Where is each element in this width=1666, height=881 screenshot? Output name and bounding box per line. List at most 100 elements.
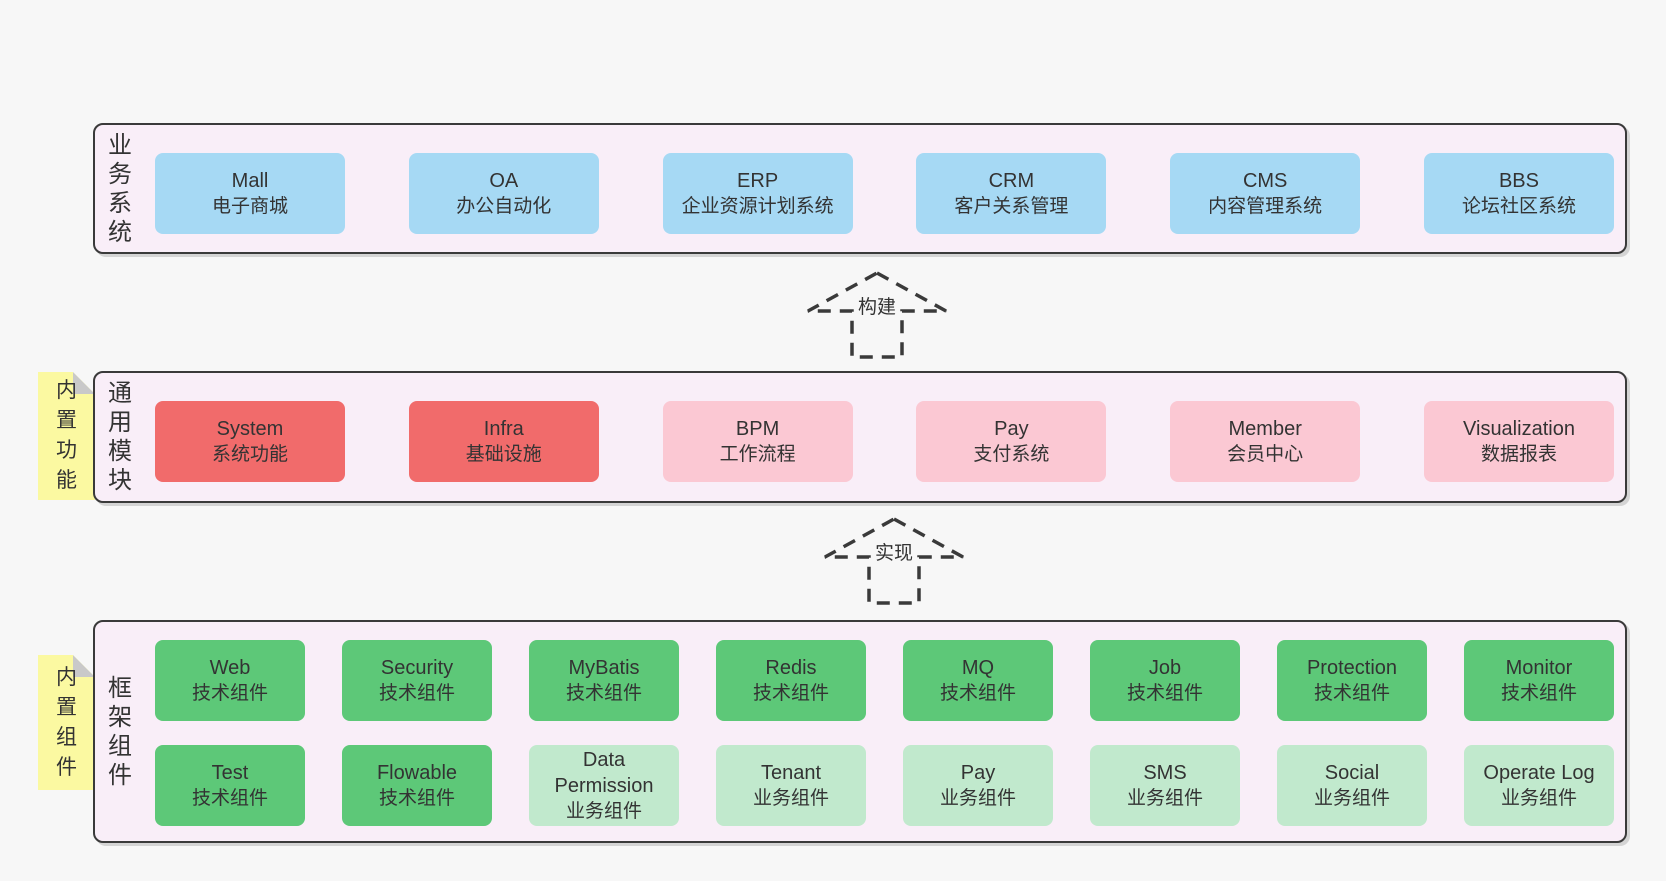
box-bbs: BBS 论坛社区系统 xyxy=(1423,153,1614,234)
box-title: CMS xyxy=(1242,169,1288,192)
box-title: Tenant xyxy=(760,761,822,784)
box-member: Member 会员中心 xyxy=(1170,401,1361,482)
box-title: Operate Log xyxy=(1483,761,1595,784)
vertical-label-char: 业 xyxy=(108,131,132,159)
business-systems-panel: 业务系统 Mall 电子商城 OA 办公自动化 ERP 企业资源计划系统 CRM 客户关系管理… xyxy=(93,123,1627,254)
box-subtitle: 业务组件 xyxy=(752,787,829,809)
box-title: Security xyxy=(380,656,454,679)
business-panel-label: 业务系统 xyxy=(101,125,139,252)
vertical-label-char: 组 xyxy=(108,732,132,760)
box-title: OA xyxy=(489,169,519,192)
box-subtitle: 基础设施 xyxy=(465,443,542,465)
box-subtitle: 技术组件 xyxy=(1126,682,1203,704)
box-title: CRM xyxy=(988,169,1035,192)
box-bpm: BPM 工作流程 xyxy=(662,401,853,482)
vertical-label-char: 组 xyxy=(56,725,77,749)
box-subtitle: 办公自动化 xyxy=(456,195,552,217)
box-cms: CMS 内容管理系统 xyxy=(1170,153,1361,234)
box-title: Data Permission xyxy=(554,748,654,797)
box-subtitle: 业务组件 xyxy=(1126,787,1203,809)
box-subtitle: 业务组件 xyxy=(939,787,1016,809)
box-title: Member xyxy=(1228,417,1302,440)
box-title: Redis xyxy=(765,656,817,679)
vertical-label-char: 统 xyxy=(108,218,132,246)
vertical-label-char: 系 xyxy=(108,189,132,217)
business-boxes-row: Mall 电子商城 OA 办公自动化 ERP 企业资源计划系统 CRM 客户关系管理 CMS 内容… xyxy=(155,153,1614,234)
box-subtitle: 技术组件 xyxy=(378,682,455,704)
box-system: System 系统功能 xyxy=(155,401,345,482)
box-title: Test xyxy=(211,761,249,784)
implement-arrow: 实现 xyxy=(823,517,965,605)
implement-arrow-label: 实现 xyxy=(871,541,917,567)
common-modules-boxes-row: System 系统功能 Infra 基础设施 BPM 工作流程 Pay 支付系统 Member 会… xyxy=(155,401,1614,482)
box-title: Web xyxy=(209,656,251,679)
vertical-label-char: 架 xyxy=(108,703,132,731)
box-title: BBS xyxy=(1498,169,1539,192)
box-subtitle: 客户关系管理 xyxy=(954,195,1069,217)
vertical-label-char: 内 xyxy=(56,665,77,689)
box-mybatis: MyBatis 技术组件 xyxy=(529,640,679,721)
build-arrow-label: 构建 xyxy=(854,295,900,321)
box-visualization: Visualization 数据报表 xyxy=(1423,401,1614,482)
box-subtitle: 业务组件 xyxy=(1313,787,1390,809)
vertical-label-char: 块 xyxy=(108,467,132,494)
box-data-permission: Data Permission 业务组件 xyxy=(529,745,679,826)
vertical-label-char: 功 xyxy=(56,439,77,462)
box-title: Pay xyxy=(994,417,1029,440)
box-protection: Protection 技术组件 xyxy=(1277,640,1427,721)
framework-components-panel: 框架组件 Web 技术组件 Security 技术组件 MyBatis 技术组件 Redis… xyxy=(93,620,1627,843)
vertical-label-char: 件 xyxy=(108,761,132,789)
box-web: Web 技术组件 xyxy=(155,640,305,721)
framework-panel-label: 框架组件 xyxy=(101,622,139,841)
box-redis: Redis 技术组件 xyxy=(716,640,866,721)
box-crm: CRM 客户关系管理 xyxy=(916,153,1107,234)
box-title: Flowable xyxy=(376,761,458,784)
box-title: MQ xyxy=(961,656,995,679)
box-mall: Mall 电子商城 xyxy=(155,153,345,234)
build-arrow: 构建 xyxy=(806,271,948,359)
box-operate-log: Operate Log 业务组件 xyxy=(1464,745,1614,826)
box-subtitle: 企业资源计划系统 xyxy=(681,195,834,217)
box-monitor: Monitor 技术组件 xyxy=(1464,640,1614,721)
box-subtitle: 电子商城 xyxy=(211,195,288,217)
box-test: Test 技术组件 xyxy=(155,745,305,826)
common-modules-panel-label: 通用模块 xyxy=(101,373,139,501)
box-subtitle: 技术组件 xyxy=(939,682,1016,704)
vertical-label-char: 框 xyxy=(108,674,132,702)
box-subtitle: 论坛社区系统 xyxy=(1461,195,1576,217)
box-title: Mall xyxy=(231,169,269,192)
box-subtitle: 技术组件 xyxy=(191,787,268,809)
vertical-label-char: 务 xyxy=(108,160,132,188)
box-subtitle: 支付系统 xyxy=(973,443,1050,465)
box-title: Monitor xyxy=(1505,656,1573,679)
box-erp: ERP 企业资源计划系统 xyxy=(662,153,853,234)
box-subtitle: 技术组件 xyxy=(1500,682,1577,704)
box-subtitle: 内容管理系统 xyxy=(1208,195,1323,217)
box-tenant: Tenant 业务组件 xyxy=(716,745,866,826)
vertical-label-char: 件 xyxy=(56,755,77,779)
box-subtitle: 技术组件 xyxy=(191,682,268,704)
box-social: Social 业务组件 xyxy=(1277,745,1427,826)
vertical-label-char: 通 xyxy=(108,380,132,407)
box-title: Pay xyxy=(960,761,996,784)
vertical-label-char: 内 xyxy=(56,379,77,402)
box-title: SMS xyxy=(1143,761,1187,784)
box-title: System xyxy=(216,417,284,440)
vertical-label-char: 能 xyxy=(56,469,77,492)
box-subtitle: 技术组件 xyxy=(1313,682,1390,704)
common-modules-panel: 通用模块 System 系统功能 Infra 基础设施 BPM 工作流程 Pay 支付系统 Me… xyxy=(93,371,1627,503)
built-in-components-note: 内置组件 xyxy=(38,655,95,790)
box-job: Job 技术组件 xyxy=(1090,640,1240,721)
box-flowable: Flowable 技术组件 xyxy=(342,745,492,826)
box-subtitle: 业务组件 xyxy=(565,800,642,822)
box-subtitle: 技术组件 xyxy=(565,682,642,704)
vertical-label-char: 置 xyxy=(56,409,77,432)
box-security: Security 技术组件 xyxy=(342,640,492,721)
box-title: Job xyxy=(1148,656,1182,679)
box-oa: OA 办公自动化 xyxy=(408,153,599,234)
box-subtitle: 工作流程 xyxy=(719,443,796,465)
box-subtitle: 数据报表 xyxy=(1480,443,1557,465)
box-title: Protection xyxy=(1306,656,1398,679)
box-mq: MQ 技术组件 xyxy=(903,640,1053,721)
